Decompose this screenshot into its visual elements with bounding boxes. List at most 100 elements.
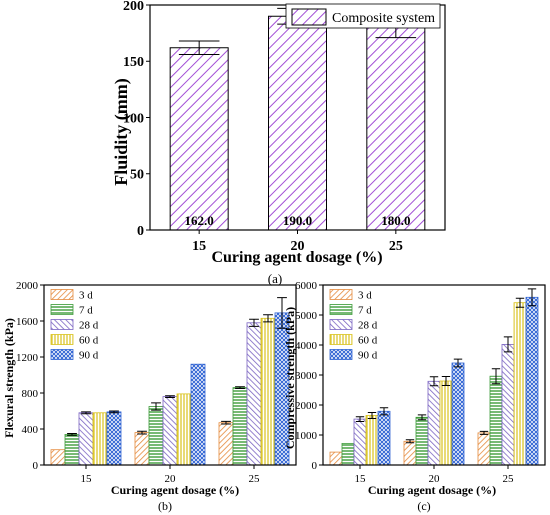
chart-b-ylabel: Flexural strength (kPa) — [2, 318, 16, 438]
chart-b-bar-4-25 — [260, 317, 276, 466]
chart-c-legend-label: 3 d — [358, 289, 372, 301]
chart-b-bar-2-25 — [232, 387, 248, 466]
chart-c-errorbar-5-25 — [527, 288, 537, 307]
chart-b-bar-4-20 — [176, 393, 192, 466]
chart-c-ylabel: Compressive strength (kPa) — [283, 307, 297, 449]
chart-b-bar-2-20 — [148, 406, 164, 466]
chart-a-xtick-label: 15 — [192, 239, 206, 254]
chart-c-ytick-label: 2000 — [295, 400, 318, 412]
chart-b-xtick-label: 15 — [81, 473, 93, 485]
chart-b-legend-label: 7 d — [79, 304, 93, 316]
chart-c-legend-label: 60 d — [358, 334, 378, 346]
chart-b-legend-swatch — [50, 334, 74, 345]
chart-a-xlabel: Curing agent dosage (%) — [211, 249, 382, 266]
chart-b-ytick-label: 1600 — [16, 316, 39, 328]
chart-b-errorbar-3-20 — [165, 395, 175, 398]
chart-c-xtick-label: 20 — [429, 473, 441, 485]
chart-c-errorbar-4-25 — [515, 297, 525, 308]
chart-c-errorbar-2-25 — [491, 368, 501, 385]
chart-b-errorbar-3-25 — [249, 318, 259, 327]
chart-c-bar-2-20 — [415, 416, 429, 466]
chart-a-panel-label: (a) — [268, 271, 282, 286]
chart-c-bar-5-25 — [525, 296, 539, 466]
chart-b-legend-label: 3 d — [79, 289, 93, 301]
chart-a-ytick-label: 200 — [123, 0, 144, 14]
chart-c-xtick-label: 15 — [355, 473, 367, 485]
chart-a-ytick-label: 50 — [130, 168, 144, 183]
chart-a-ylabel: Fluidity (mm) — [111, 78, 132, 186]
chart-c-ytick-label: 3000 — [295, 370, 318, 382]
chart-c-legend-label: 90 d — [358, 349, 378, 361]
chart-a-bar-1-15 — [169, 47, 229, 231]
chart-b: 0 400 800 1200 1600 2000 15 20 25 3 d 7 d 28 d 60 d 9… — [2, 280, 297, 513]
chart-b-errorbar-3-15 — [81, 411, 91, 415]
chart-c-bar-3-20 — [427, 380, 441, 466]
chart-b-bar-4-15 — [92, 412, 108, 466]
chart-c-legend-swatch — [329, 289, 353, 300]
chart-b-legend-swatch — [50, 289, 74, 300]
chart-b-errorbar-2-20 — [151, 402, 161, 411]
chart-b-errorbar-1-20 — [137, 430, 147, 435]
chart-c-ytick-label: 6000 — [295, 280, 318, 292]
chart-b-errorbar-1-25 — [221, 420, 231, 425]
chart-b-bar-1-20 — [134, 432, 150, 466]
chart-a-errorbar-1-15 — [178, 40, 220, 55]
chart-a-bar-1-25 — [366, 27, 426, 231]
chart-b-ytick-label: 400 — [22, 424, 39, 436]
chart-c: 0 1000 2000 3000 4000 5000 6000 15 20 25 3 d 7 d 28 … — [283, 280, 546, 513]
chart-b-bar-1-25 — [218, 422, 234, 466]
chart-a-ytick-label: 0 — [137, 224, 144, 239]
chart-c-errorbar-5-15 — [379, 407, 389, 416]
chart-b-errorbar-5-25 — [277, 297, 287, 329]
chart-c-bar-3-15 — [353, 418, 367, 466]
chart-c-ytick-label: 5000 — [295, 310, 318, 322]
chart-b-bar-3-15 — [78, 412, 94, 466]
chart-c-bar-4-15 — [365, 415, 379, 466]
chart-a-ytick-label: 100 — [123, 111, 144, 126]
chart-b-ytick-label: 2000 — [16, 280, 39, 292]
chart-a-legend-label: Composite system — [332, 11, 435, 26]
chart-c-errorbar-1-20 — [405, 439, 415, 444]
chart-b-legend-label: 90 d — [79, 349, 99, 361]
chart-c-xlabel: Curing agent dosage (%) — [368, 483, 496, 497]
chart-c-errorbar-3-25 — [503, 336, 513, 353]
chart-b-bar-3-20 — [162, 396, 178, 466]
chart-c-panel-label: (c) — [417, 499, 430, 513]
chart-b-legend-swatch — [50, 349, 74, 360]
chart-c-errorbar-4-15 — [367, 412, 377, 419]
chart-c-errorbar-4-20 — [441, 376, 451, 386]
chart-a-legend-swatch — [291, 8, 327, 26]
chart-b-bar-2-15 — [64, 433, 80, 466]
chart-c-bar-2-15 — [341, 442, 355, 466]
chart-b-legend-label: 60 d — [79, 334, 99, 346]
chart-c-bar-5-20 — [451, 362, 465, 466]
chart-c-legend-swatch — [329, 319, 353, 330]
chart-b-bar-3-25 — [246, 322, 262, 466]
chart-c-ytick-label: 4000 — [295, 340, 318, 352]
chart-c-errorbar-3-20 — [429, 376, 439, 387]
chart-c-errorbar-2-20 — [417, 414, 427, 421]
chart-a-ytick-label: 150 — [123, 55, 144, 70]
chart-b-bar-5-20 — [190, 363, 206, 466]
chart-b-errorbar-4-25 — [263, 314, 273, 323]
chart-c-bar-2-25 — [489, 375, 503, 466]
chart-a-xtick-label: 25 — [389, 239, 403, 254]
chart-b-xlabel: Curing agent dosage (%) — [111, 483, 239, 497]
chart-c-legend-label: 28 d — [358, 319, 378, 331]
chart-c-errorbar-3-15 — [355, 416, 365, 422]
chart-c-bar-4-20 — [439, 380, 453, 466]
chart-a-data-label: 190.0 — [283, 213, 312, 228]
chart-c-xtick-label: 25 — [503, 473, 515, 485]
chart-c-errorbar-1-25 — [479, 430, 489, 435]
chart-a-data-label: 180.0 — [381, 213, 410, 228]
chart-c-bar-5-15 — [377, 410, 391, 466]
chart-a-bar-1-20 — [268, 15, 327, 231]
chart-b-errorbar-2-15 — [67, 433, 77, 436]
chart-b-legend-swatch — [50, 304, 74, 315]
chart-c-legend-swatch — [329, 334, 353, 345]
chart-a-data-label: 162.0 — [185, 213, 214, 228]
chart-c-legend-swatch — [329, 304, 353, 315]
chart-b-bar-1-15 — [50, 449, 66, 466]
chart-a: 162.0 190.0 180.0 0 50 100 150 200 15 20 25 Composi… — [111, 0, 446, 286]
chart-b-errorbar-2-25 — [235, 386, 245, 389]
